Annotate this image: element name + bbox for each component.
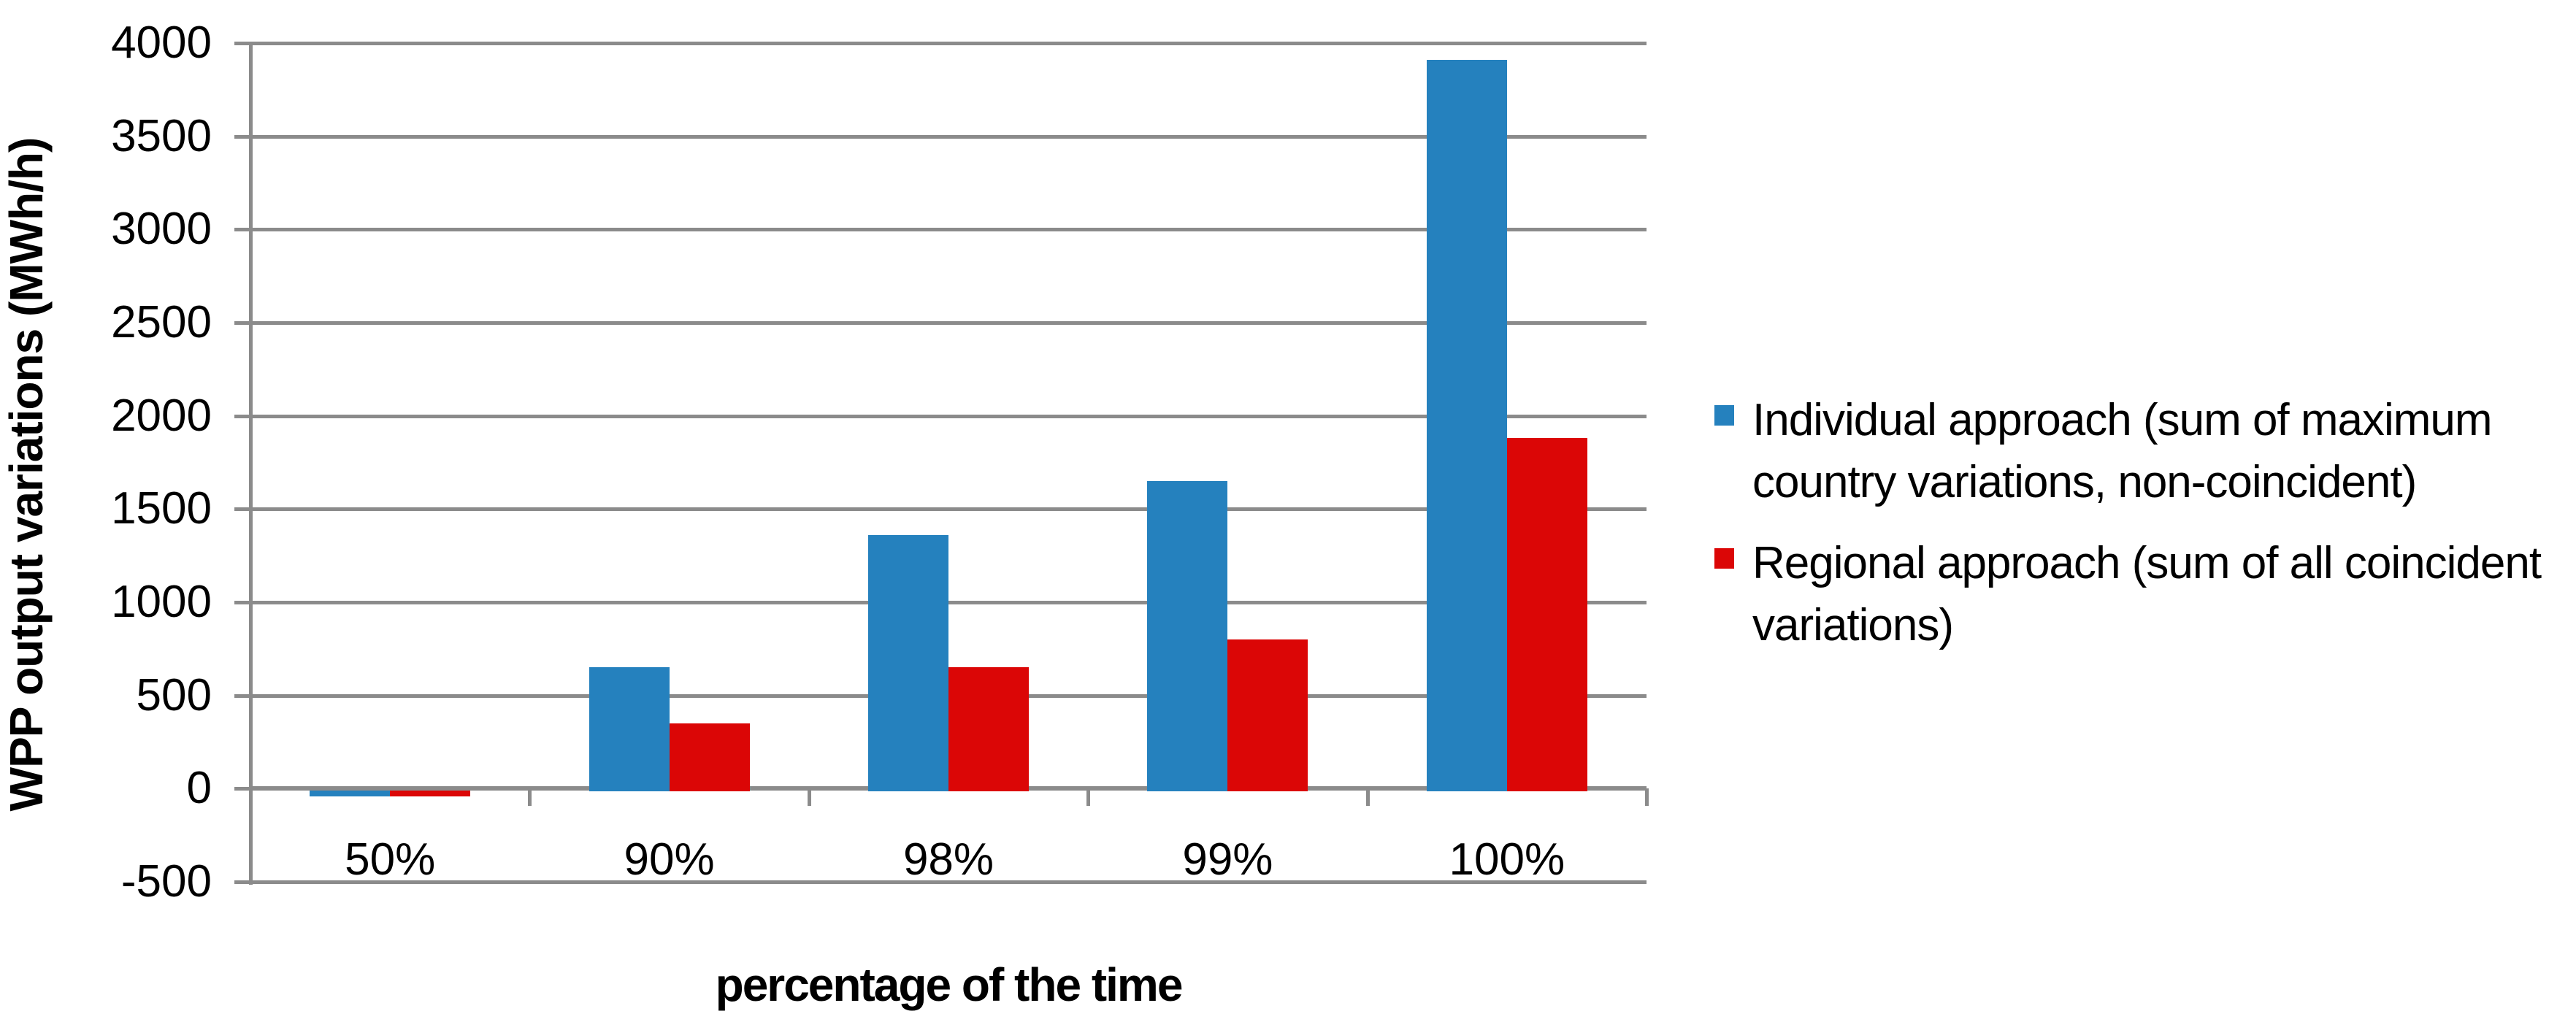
x-axis-tick <box>1086 788 1091 807</box>
y-tick-label: 0 <box>186 763 212 814</box>
legend-label: Individual approach (sum of maximum coun… <box>1752 395 2493 507</box>
bar-series1-100% <box>1426 59 1507 792</box>
bar-series1-50% <box>310 791 391 796</box>
bar-series2-98% <box>948 667 1029 792</box>
x-tick-label: 100% <box>1449 834 1565 885</box>
x-tick-label: 50% <box>345 834 436 885</box>
gridline <box>250 507 1647 512</box>
y-tick-label: 3000 <box>111 204 212 255</box>
y-tick-label: -500 <box>120 856 212 907</box>
y-axis-tick <box>234 787 250 791</box>
y-axis-tick <box>234 693 250 698</box>
y-tick-label: 4000 <box>111 18 212 68</box>
y-tick-label: 2000 <box>111 390 212 441</box>
x-axis-tick <box>528 788 532 807</box>
x-axis-tick <box>1645 788 1649 807</box>
legend-label: Regional approach (sum of all coincident… <box>1752 538 2542 650</box>
legend-entry: Regional approach (sum of all coincident… <box>1714 532 2576 656</box>
y-tick-label: 1000 <box>111 577 212 627</box>
gridline <box>250 601 1647 604</box>
y-tick-label: 500 <box>136 669 212 720</box>
legend-entry: Individual approach (sum of maximum coun… <box>1714 389 2576 513</box>
y-axis-tick <box>234 880 250 884</box>
gridline <box>250 228 1647 232</box>
y-axis-line <box>249 43 253 885</box>
y-axis-tick <box>234 134 250 139</box>
gridline <box>250 880 1647 884</box>
x-tick-label: 98% <box>902 834 994 885</box>
gridline <box>250 321 1647 325</box>
y-axis-tick <box>234 601 250 604</box>
bar-series1-99% <box>1147 481 1228 792</box>
x-axis-tick <box>1365 788 1370 807</box>
y-tick-label: 3500 <box>111 110 212 161</box>
bar-series2-99% <box>1227 639 1308 792</box>
gridline <box>250 414 1647 418</box>
legend: Individual approach (sum of maximum coun… <box>1714 389 2576 675</box>
x-tick-label: 90% <box>624 834 715 885</box>
x-axis-tick <box>807 788 811 807</box>
y-axis-tick <box>234 42 250 45</box>
legend-swatch-series2 <box>1714 548 1734 569</box>
y-tick-label: 2500 <box>111 297 212 347</box>
bar-series1-90% <box>589 667 670 792</box>
bar-series1-98% <box>868 535 948 792</box>
bar-series2-100% <box>1506 438 1587 792</box>
x-tick-label: 99% <box>1182 834 1273 885</box>
y-axis-tick <box>234 507 250 512</box>
bar-series2-90% <box>669 723 750 792</box>
y-axis-tick <box>234 228 250 232</box>
legend-swatch-series1 <box>1714 405 1734 426</box>
bar-series2-50% <box>390 791 471 796</box>
y-axis-tick <box>234 414 250 418</box>
gridline <box>250 134 1647 139</box>
y-axis-tick <box>234 321 250 325</box>
gridline <box>250 42 1647 45</box>
y-tick-label: 1500 <box>111 483 212 534</box>
x-axis-title: percentage of the time <box>715 958 1184 1011</box>
